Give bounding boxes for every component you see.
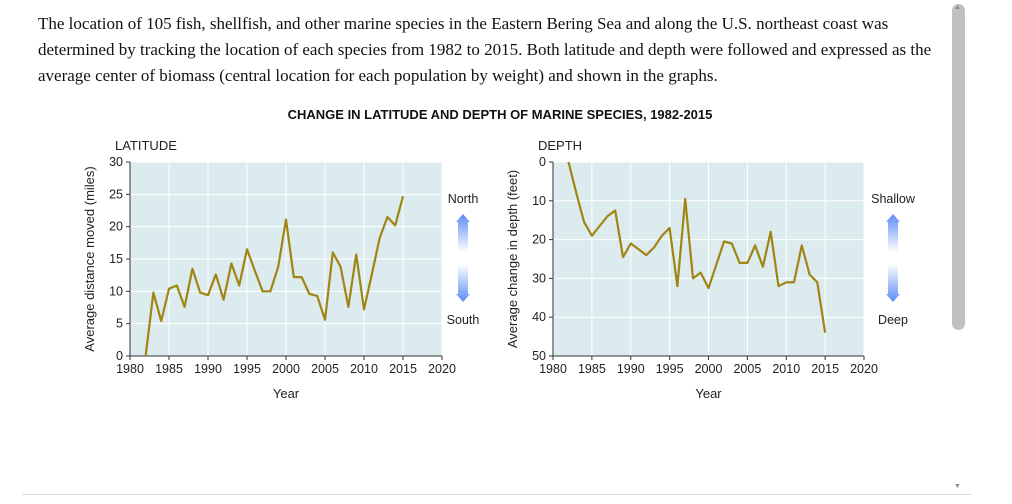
y-axis-label: Average distance moved (miles) [82,166,97,351]
arrow-label-top: North [448,192,479,206]
x-tick-label: 1995 [656,362,684,376]
y-tick-label: 15 [109,252,123,266]
x-tick-label: 1995 [233,362,261,376]
scroll-up-icon[interactable]: ▲ [954,4,961,11]
arrow-label-top: Shallow [871,192,916,206]
x-tick-label: 2010 [772,362,800,376]
y-tick-label: 40 [532,310,546,324]
x-tick-label: 2020 [850,362,878,376]
scrollbar-thumb[interactable] [952,4,965,330]
content-frame [22,0,972,495]
subplot-title: DEPTH [538,138,582,153]
arrow-label-bottom: South [447,313,480,327]
arrow-up-icon [456,214,470,252]
subplot-title: LATITUDE [115,138,177,153]
y-tick-label: 30 [109,155,123,169]
x-tick-label: 1990 [194,362,222,376]
chart-title: CHANGE IN LATITUDE AND DEPTH OF MARINE S… [287,107,713,122]
arrow-down-icon [456,264,470,302]
y-tick-label: 10 [109,284,123,298]
x-axis-label: Year [695,386,722,401]
x-tick-label: 2005 [733,362,761,376]
x-tick-label: 1980 [116,362,144,376]
y-tick-label: 20 [109,220,123,234]
x-tick-label: 2005 [311,362,339,376]
y-axis-label: Average change in depth (feet) [505,170,520,348]
scroll-down-icon[interactable]: ▼ [954,483,961,490]
x-tick-label: 2000 [695,362,723,376]
x-tick-label: 2020 [428,362,456,376]
intro-paragraph: The location of 105 fish, shellfish, and… [38,14,932,85]
x-tick-label: 2015 [389,362,417,376]
x-tick-label: 1985 [155,362,183,376]
y-tick-label: 10 [532,194,546,208]
y-tick-label: 50 [532,349,546,363]
series-line [567,161,827,333]
y-tick-label: 20 [532,233,546,247]
x-tick-label: 2010 [350,362,378,376]
arrow-label-bottom: Deep [878,313,908,327]
x-tick-label: 1980 [539,362,567,376]
y-tick-label: 0 [116,349,123,363]
y-tick-label: 30 [532,271,546,285]
x-axis-label: Year [273,386,300,401]
arrow-down-icon [886,264,900,302]
y-tick-label: 0 [539,155,546,169]
series-line [144,196,405,357]
x-tick-label: 1990 [617,362,645,376]
y-tick-label: 5 [116,317,123,331]
y-tick-label: 25 [109,187,123,201]
x-tick-label: 1985 [578,362,606,376]
arrow-up-icon [886,214,900,252]
x-tick-label: 2015 [811,362,839,376]
x-tick-label: 2000 [272,362,300,376]
